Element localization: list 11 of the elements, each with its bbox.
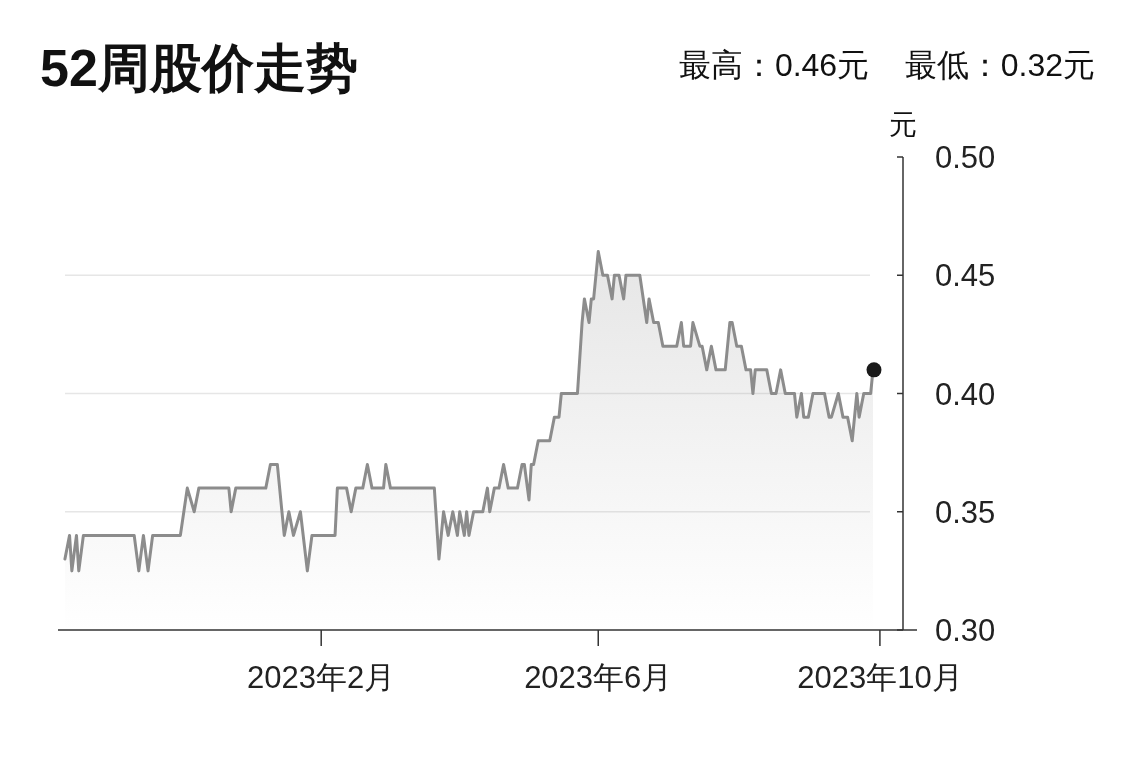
y-tick-label: 0.30 bbox=[935, 613, 996, 648]
y-tick-label: 0.40 bbox=[935, 376, 996, 412]
x-tick-label: 2023年6月 bbox=[524, 660, 673, 695]
y-tick-label: 0.35 bbox=[935, 494, 996, 530]
x-tick-label: 2023年10月 bbox=[797, 660, 963, 695]
y-tick-label: 0.50 bbox=[935, 140, 996, 175]
y-tick-label: 0.45 bbox=[935, 258, 996, 294]
x-tick-label: 2023年2月 bbox=[247, 660, 396, 695]
chart-title: 52周股价走势 bbox=[40, 39, 358, 97]
y-axis-title: 元 bbox=[889, 109, 917, 140]
chart-subtitle: 最高：0.46元 最低：0.32元 bbox=[678, 47, 1095, 83]
